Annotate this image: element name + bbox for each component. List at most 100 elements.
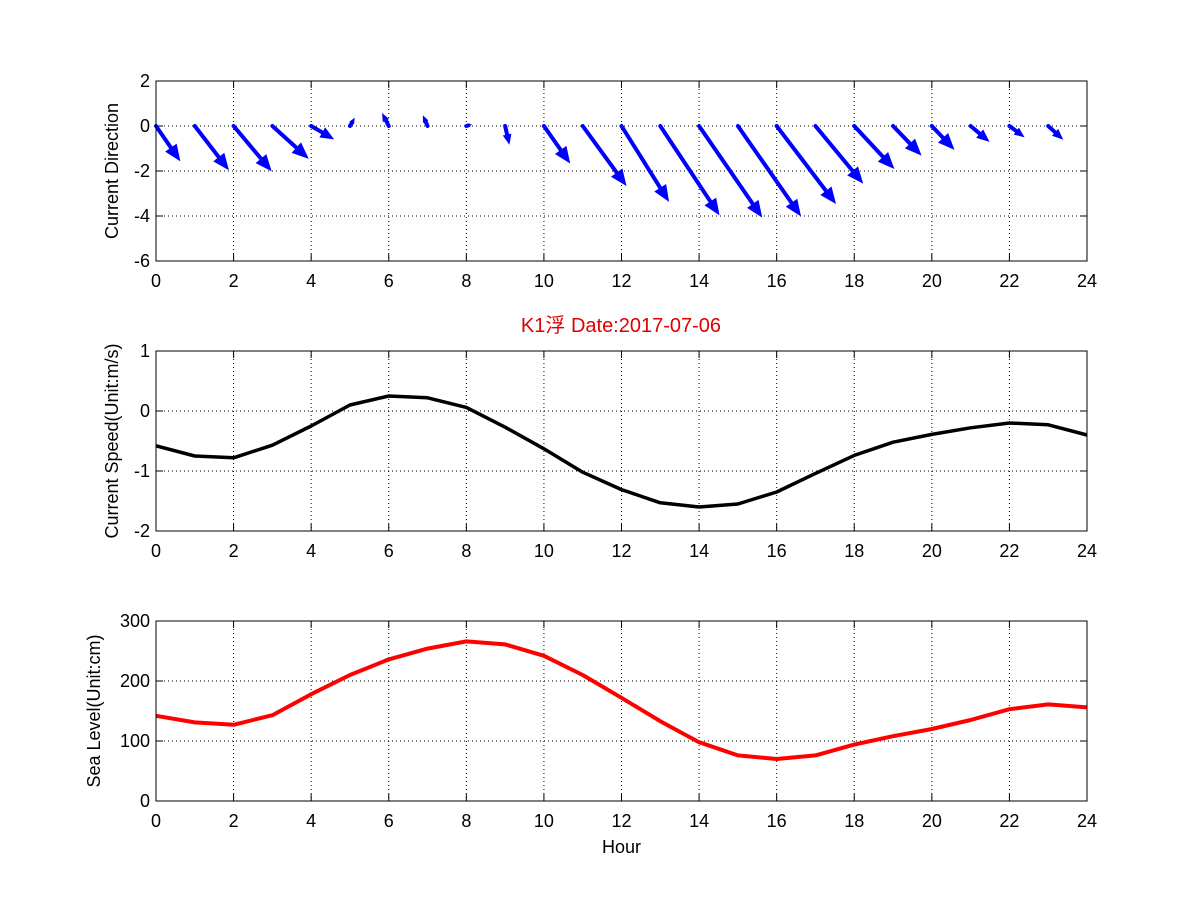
current-arrow-head: [847, 166, 864, 184]
current-arrow-shaft: [1046, 124, 1058, 135]
x-tick-label: 18: [844, 271, 864, 291]
current-arrow-shaft: [813, 124, 856, 174]
current-arrow: [697, 124, 763, 218]
current-arrow: [1046, 124, 1064, 140]
current-arrow: [968, 124, 990, 142]
current-arrow-head: [904, 138, 922, 156]
x-tick-label: 14: [689, 811, 709, 831]
current-arrow: [231, 124, 272, 172]
y-tick-label: 0: [140, 116, 150, 136]
x-tick-label: 4: [306, 541, 316, 561]
current-arrow: [541, 124, 571, 164]
x-tick-label: 10: [534, 271, 554, 291]
current-arrow-shaft: [852, 124, 886, 160]
y-tick-label: 2: [140, 71, 150, 91]
current-arrow-shaft: [231, 124, 264, 162]
y-tick-label: -6: [134, 251, 150, 271]
x-tick-label: 6: [384, 541, 394, 561]
x-tick-label: 10: [534, 811, 554, 831]
current-arrow: [735, 124, 802, 217]
x-tick-label: 22: [999, 271, 1019, 291]
current-arrow-head: [502, 133, 512, 145]
current-arrow-head: [820, 186, 837, 205]
current-arrow-head: [611, 168, 627, 187]
current-arrow-shaft: [192, 124, 222, 160]
current-arrow: [929, 124, 955, 150]
current-arrow-head: [165, 143, 181, 162]
current-arrow-head: [1052, 128, 1064, 140]
current-arrow-head: [747, 199, 763, 218]
y-axis-label: Current Speed(Unit:m/s): [102, 343, 122, 538]
current-arrow-head: [291, 142, 309, 159]
x-tick-label: 0: [151, 271, 161, 291]
x-tick-label: 2: [229, 541, 239, 561]
current-arrow-head: [976, 129, 990, 142]
current-arrow-shaft: [383, 117, 391, 128]
current-arrow: [422, 115, 430, 128]
y-tick-label: -2: [134, 521, 150, 541]
y-axis-label: Sea Level(Unit:cm): [84, 634, 104, 787]
x-tick-label: 24: [1077, 541, 1097, 561]
axes-frame: [155, 80, 1088, 262]
current-arrow-head: [1013, 127, 1025, 138]
current-arrow-shaft: [580, 124, 620, 176]
current-arrow: [192, 124, 229, 171]
x-tick-label: 20: [922, 541, 942, 561]
current-arrow-head: [654, 184, 670, 202]
current-arrow: [309, 124, 335, 140]
y-tick-label: 1: [140, 341, 150, 361]
axes-frame: [155, 620, 1088, 802]
x-tick-label: 24: [1077, 271, 1097, 291]
current-arrow-head: [554, 145, 571, 164]
x-tick-label: 16: [767, 271, 787, 291]
current-arrow-head: [785, 198, 802, 217]
x-tick-label: 8: [461, 811, 471, 831]
x-tick-label: 2: [229, 271, 239, 291]
current-arrow-head: [319, 127, 335, 140]
current-arrow-shaft: [423, 119, 430, 128]
x-tick-label: 8: [461, 541, 471, 561]
current-arrow: [580, 124, 627, 187]
x-tick-label: 4: [306, 271, 316, 291]
current-arrow-shaft: [1007, 124, 1019, 134]
x-tick-label: 6: [384, 271, 394, 291]
current-arrow-shaft: [658, 124, 713, 205]
current-arrow-shaft: [154, 124, 174, 151]
x-tick-label: 18: [844, 541, 864, 561]
current-arrow-shaft: [309, 124, 325, 135]
current-arrow-shaft: [503, 124, 510, 138]
current-arrow: [154, 124, 181, 162]
current-arrow-shaft: [968, 124, 983, 137]
current-arrow-shaft: [541, 124, 564, 153]
x-tick-label: 12: [611, 271, 631, 291]
y-axis-label: Current Direction: [102, 103, 122, 239]
current-arrow-shaft: [619, 124, 663, 191]
x-tick-label: 6: [384, 811, 394, 831]
y-tick-label: -1: [134, 461, 150, 481]
x-tick-label: 14: [689, 541, 709, 561]
current-speed-line: [155, 394, 1088, 509]
y-tick-label: 0: [140, 401, 150, 421]
current-arrow-head: [382, 113, 390, 123]
x-tick-label: 16: [767, 811, 787, 831]
current-arrow: [347, 117, 355, 128]
current-arrow: [464, 123, 473, 128]
current-arrow-shaft: [697, 124, 756, 207]
chart-title: K1浮 Date:2017-07-06: [521, 314, 721, 337]
current-arrow-shaft: [735, 124, 794, 206]
x-tick-label: 22: [999, 541, 1019, 561]
current-arrow: [619, 124, 670, 202]
current-arrow-head: [704, 197, 720, 216]
x-tick-label: 0: [151, 541, 161, 561]
current-arrow-head: [467, 123, 473, 128]
current-arrow-head: [422, 115, 429, 123]
x-tick-label: 20: [922, 811, 942, 831]
current-arrow-head: [255, 154, 272, 172]
current-arrow: [658, 124, 720, 216]
x-axis-label: Hour: [602, 837, 641, 857]
current-arrow-head: [877, 152, 895, 170]
y-tick-label: -4: [134, 206, 150, 226]
current-arrow-shaft: [891, 124, 913, 147]
